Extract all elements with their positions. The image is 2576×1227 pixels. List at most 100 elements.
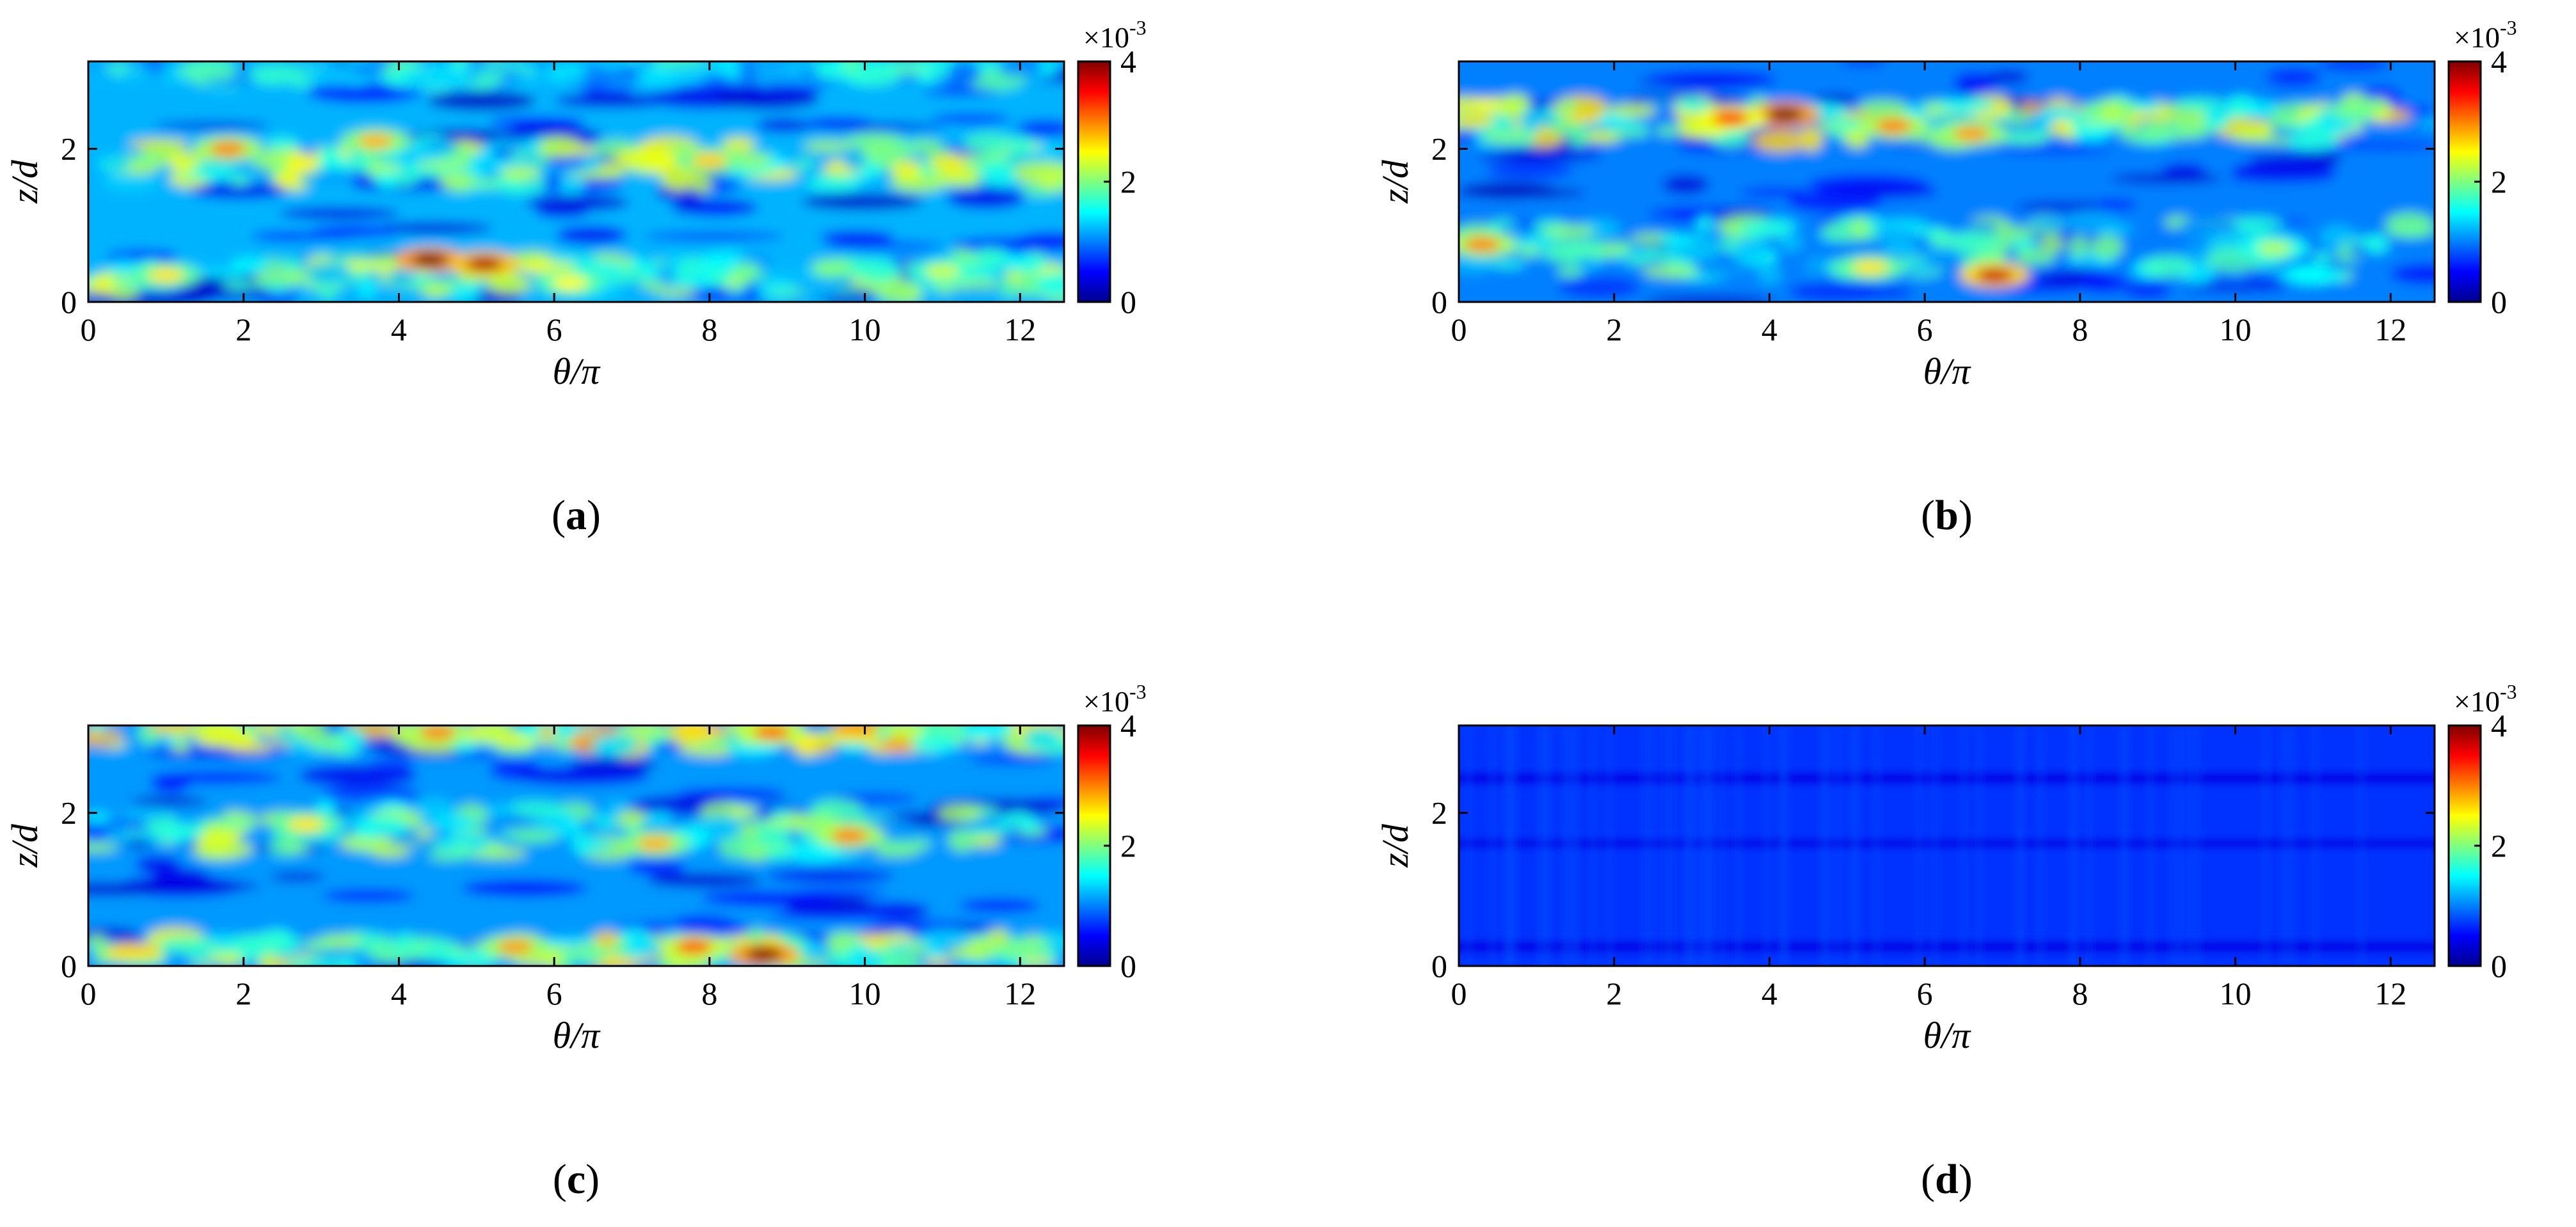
heatmap-cell [1019, 272, 1046, 296]
heatmap-cell [511, 766, 650, 786]
heatmap-cell [1738, 219, 1793, 238]
heatmap-cell [582, 153, 601, 173]
heatmap-cell [981, 162, 1018, 186]
heatmap-cell [288, 956, 343, 966]
heatmap-cell [1003, 254, 1046, 273]
heatmap-cell [2102, 102, 2124, 126]
heatmap-cell [923, 957, 953, 966]
heatmap-hotspot-core [831, 828, 868, 843]
heatmap-striation [2359, 725, 2364, 966]
colorbar-tick-label: 0 [1120, 284, 1136, 320]
heatmap-cell [1557, 267, 1584, 278]
heatmap-cell [370, 846, 410, 858]
heatmap-hotspot-core [1852, 260, 1889, 275]
heatmap-cell [1984, 70, 2030, 84]
heatmap-striation [2289, 725, 2293, 966]
heatmap-cell [880, 736, 914, 753]
heatmap-cell [2090, 235, 2124, 258]
heatmap-hotspot-core [1464, 237, 1500, 252]
colorbar-multiplier: ×10-3 [2454, 680, 2517, 718]
heatmap-cell [251, 231, 324, 241]
heatmap-cell [229, 175, 251, 187]
heatmap-cell [856, 933, 916, 944]
heatmap-cell [788, 844, 841, 862]
heatmap-cell [1501, 93, 1530, 115]
heatmap-cell [990, 942, 1043, 956]
heatmap-cell [1002, 811, 1033, 826]
heatmap-cell [171, 160, 198, 173]
heatmap-striation [2070, 725, 2074, 966]
heatmap-cell [2110, 173, 2223, 184]
heatmap-hotspot-core [745, 947, 782, 962]
heatmap-cell [594, 931, 619, 947]
heatmap-cell [532, 818, 569, 831]
heatmap-striation [1538, 725, 1542, 966]
heatmap-cell [754, 63, 775, 88]
heatmap-cell [819, 230, 894, 244]
heatmap-cell [369, 758, 413, 771]
heatmap-cell [1023, 727, 1061, 751]
plot-frame [87, 60, 1065, 303]
heatmap-cell [902, 737, 958, 750]
heatmap-cell [432, 814, 479, 831]
heatmap-cell [452, 740, 476, 753]
heatmap-cell [2072, 123, 2110, 142]
y-tick-label: 2 [1431, 795, 1447, 831]
heatmap-cell [949, 287, 999, 296]
heatmap-cell [959, 898, 1040, 913]
x-tick-label: 8 [701, 312, 717, 347]
heatmap-striation [2282, 725, 2287, 966]
heatmap-cell [2031, 217, 2080, 230]
y-tick-label: 0 [61, 284, 77, 320]
heatmap-cell [591, 734, 639, 756]
heatmap-striation [1671, 725, 1676, 966]
heatmap-cell [769, 910, 898, 921]
heatmap-field [1459, 725, 2435, 966]
panel-caption: (a) [552, 492, 601, 539]
heatmap-striation [2195, 725, 2200, 966]
heatmap-cell [2385, 212, 2434, 236]
heatmap-cell [2175, 97, 2225, 111]
x-axis-label: θ/π [1923, 1015, 1972, 1056]
heatmap-striation [2179, 725, 2184, 966]
x-tick-label: 0 [1451, 976, 1467, 1011]
heatmap-cell [356, 816, 409, 837]
heatmap-cell [171, 741, 191, 752]
heatmap-striation [2171, 725, 2175, 966]
heatmap-cell [937, 805, 983, 822]
heatmap-cell [2318, 61, 2390, 72]
heatmap-cell [388, 267, 416, 285]
heatmap-cell [2231, 160, 2337, 182]
y-axis-label: z/d [1374, 159, 1416, 204]
heatmap-cell [967, 828, 1019, 837]
heatmap-cell [2015, 201, 2116, 212]
heatmap-cell [2330, 100, 2378, 121]
heatmap-cell [827, 933, 855, 953]
heatmap-cell [958, 820, 1005, 828]
heatmap-hotspot-core [676, 940, 712, 954]
heatmap-cell [230, 257, 268, 272]
heatmap-cell [152, 771, 282, 784]
heatmap-cell [1752, 130, 1807, 152]
heatmap-cell [731, 262, 761, 283]
heatmap-cell [357, 280, 377, 297]
heatmap-striation [1607, 725, 1612, 966]
heatmap-striation [1719, 725, 1724, 966]
heatmap-cell [701, 891, 841, 907]
x-axis-label: θ/π [553, 1015, 601, 1056]
heatmap-cell [1520, 109, 1557, 128]
panel-caption: (c) [553, 1156, 600, 1203]
x-tick-label: 10 [2220, 312, 2252, 347]
x-tick-label: 4 [1761, 976, 1777, 1011]
heatmap-cell [543, 937, 596, 946]
heatmap-striation [1821, 725, 1825, 966]
heatmap-striation [1505, 725, 1509, 966]
heatmap-striation [1709, 725, 1713, 966]
x-tick-label: 4 [391, 976, 407, 1011]
heatmap-cell [424, 139, 458, 155]
heatmap-cell [547, 63, 586, 81]
panel-caption: (d) [1921, 1156, 1973, 1203]
heatmap-cell [2348, 244, 2368, 257]
heatmap-cell [198, 268, 248, 278]
